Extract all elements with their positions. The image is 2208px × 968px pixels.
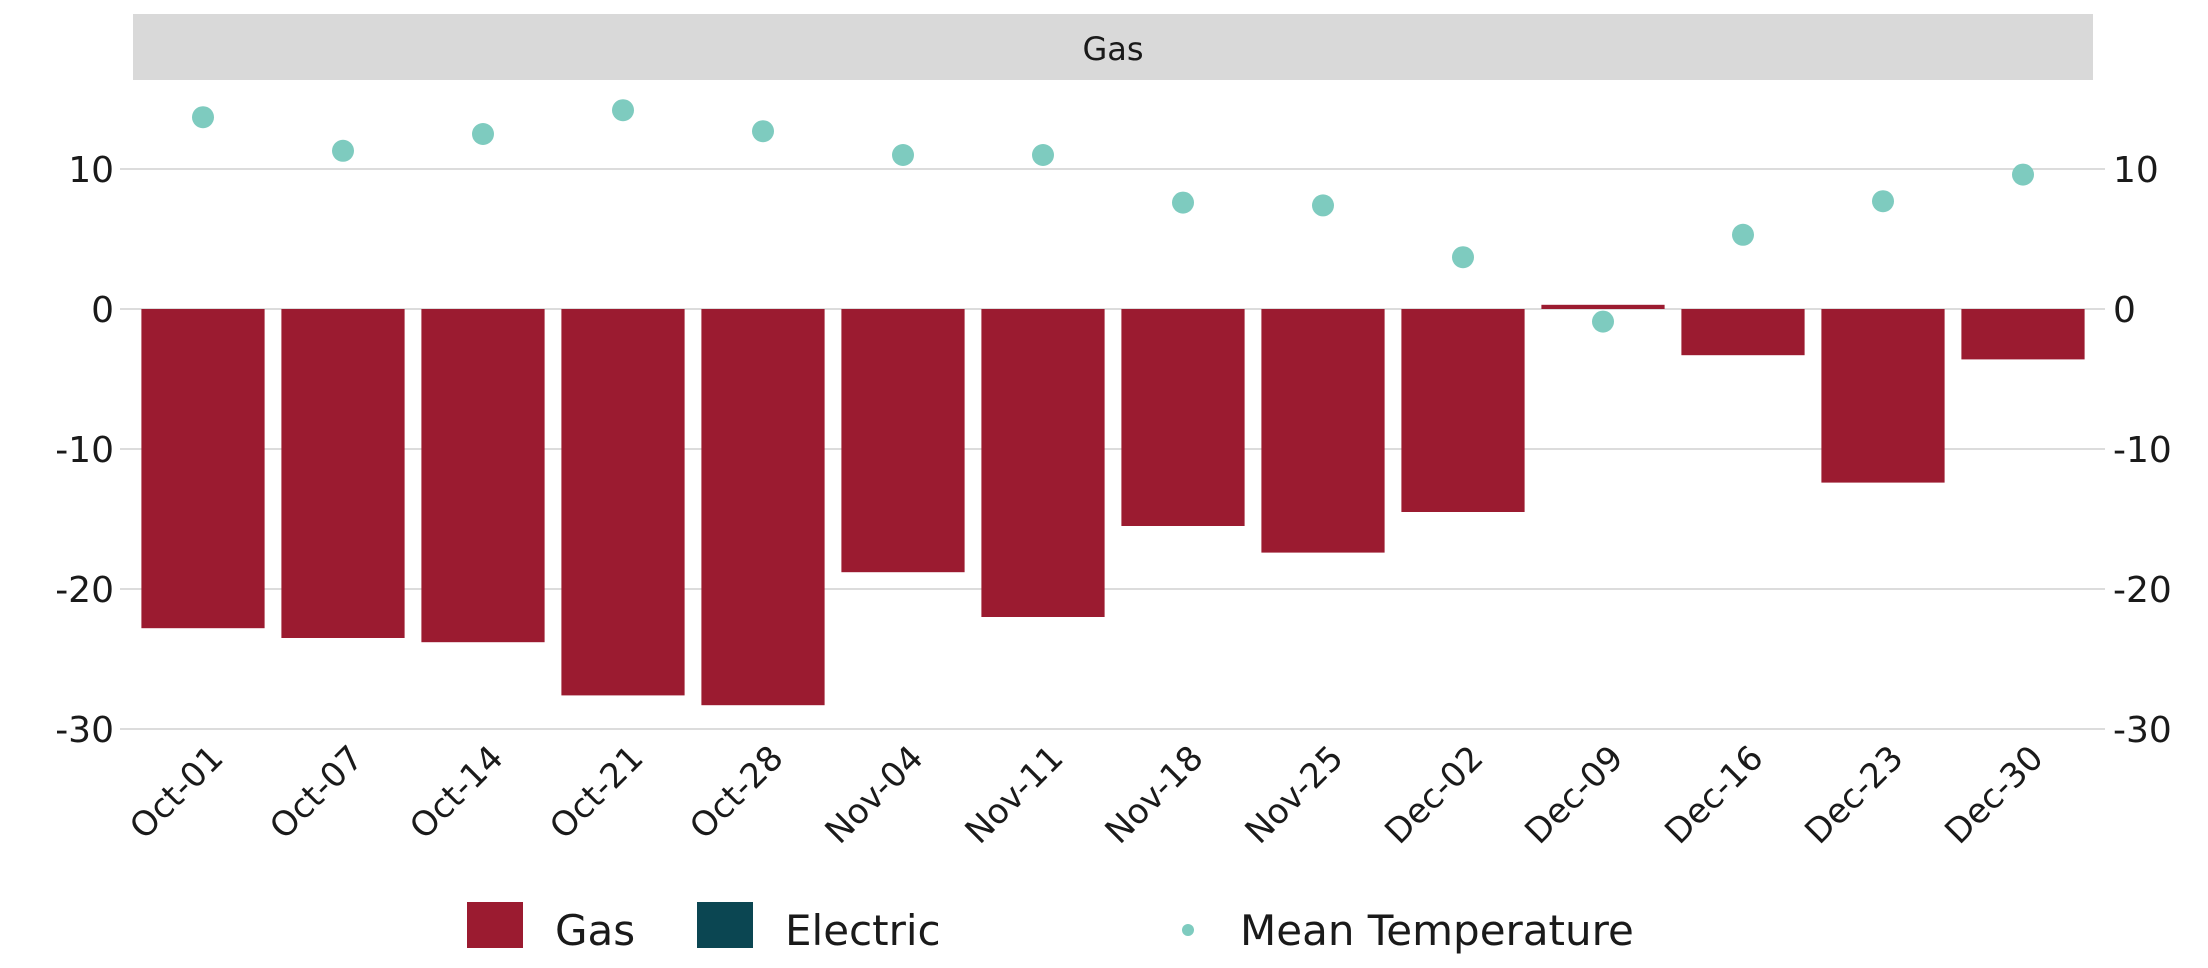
y-tick-label-right: -10 xyxy=(2113,430,2172,471)
legend: Gas Electric Mean Temperature xyxy=(467,902,1634,955)
gas-bar xyxy=(421,309,545,643)
temperature-point xyxy=(1312,194,1334,217)
x-tick-label: Nov-04 xyxy=(818,738,932,852)
legend-swatch xyxy=(467,902,523,948)
temperature-point xyxy=(1172,191,1194,214)
temperature-point xyxy=(472,123,494,145)
point-layer xyxy=(192,99,2034,333)
temperature-point xyxy=(1592,310,1614,333)
y-tick-label-left: -30 xyxy=(55,710,114,751)
left-y-axis: 10 0 -10 -20 -30 xyxy=(55,150,133,751)
temperature-point xyxy=(332,139,354,162)
x-tick-label: Oct-28 xyxy=(682,738,791,847)
gas-bar xyxy=(281,309,405,638)
x-tick-label: Dec-09 xyxy=(1517,738,1631,852)
x-tick-label: Dec-30 xyxy=(1937,738,2051,852)
gas-bar xyxy=(841,309,965,573)
y-tick-label-right: 10 xyxy=(2113,150,2159,191)
gas-bar xyxy=(1821,309,1945,483)
temperature-point xyxy=(1452,246,1474,269)
x-tick-label: Nov-11 xyxy=(958,738,1072,852)
legend-swatch xyxy=(1182,924,1194,936)
y-tick-label-left: 0 xyxy=(91,290,114,331)
legend-swatch xyxy=(697,902,753,948)
x-tick-label: Oct-14 xyxy=(402,738,511,847)
y-tick-label-left: -20 xyxy=(55,570,114,611)
x-tick-label: Nov-18 xyxy=(1098,738,1212,852)
y-tick-label-right: 0 xyxy=(2113,290,2136,331)
gas-bar xyxy=(981,309,1105,617)
gas-bar xyxy=(1261,309,1385,553)
facet-strip-background xyxy=(133,14,2093,80)
gas-bar xyxy=(1121,309,1245,526)
x-tick-label: Dec-02 xyxy=(1377,738,1491,852)
gas-bar xyxy=(561,309,685,696)
temperature-point xyxy=(752,120,774,143)
x-tick-label: Dec-16 xyxy=(1657,738,1771,852)
x-tick-label: Dec-23 xyxy=(1797,738,1911,852)
y-tick-label-left: -10 xyxy=(55,430,114,471)
gas-bar xyxy=(141,309,265,629)
y-tick-label-right: -30 xyxy=(2113,710,2172,751)
x-tick-label: Oct-01 xyxy=(122,738,231,847)
temperature-point xyxy=(612,99,634,122)
legend-label: Electric xyxy=(785,906,941,955)
temperature-point xyxy=(1872,190,1894,213)
facet-strip: Gas xyxy=(133,14,2093,80)
temperature-point xyxy=(192,106,214,129)
x-axis: Oct-01 Oct-07 Oct-14 Oct-21 Oct-28 Nov-04 Nov-… xyxy=(122,738,2051,852)
gas-bar xyxy=(1681,309,1805,356)
y-tick-label-right: -20 xyxy=(2113,570,2172,611)
gas-bar xyxy=(1961,309,2085,360)
temperature-point xyxy=(892,144,914,166)
legend-label: Gas xyxy=(555,906,635,955)
x-tick-label: Nov-25 xyxy=(1238,738,1352,852)
temperature-point xyxy=(1732,223,1754,246)
legend-label: Mean Temperature xyxy=(1240,906,1634,955)
y-tick-label-left: 10 xyxy=(68,150,114,191)
gas-bar xyxy=(701,309,825,706)
gas-bar xyxy=(1401,309,1525,512)
x-tick-label: Oct-21 xyxy=(542,738,651,847)
bar-layer xyxy=(141,304,2085,706)
facet-strip-title: Gas xyxy=(1082,30,1143,68)
gas-bar xyxy=(1541,304,1665,309)
right-y-axis: 10 0 -10 -20 -30 xyxy=(2093,150,2172,751)
x-tick-label: Oct-07 xyxy=(262,738,371,847)
temperature-point xyxy=(1032,144,1054,166)
temperature-point xyxy=(2012,163,2034,186)
